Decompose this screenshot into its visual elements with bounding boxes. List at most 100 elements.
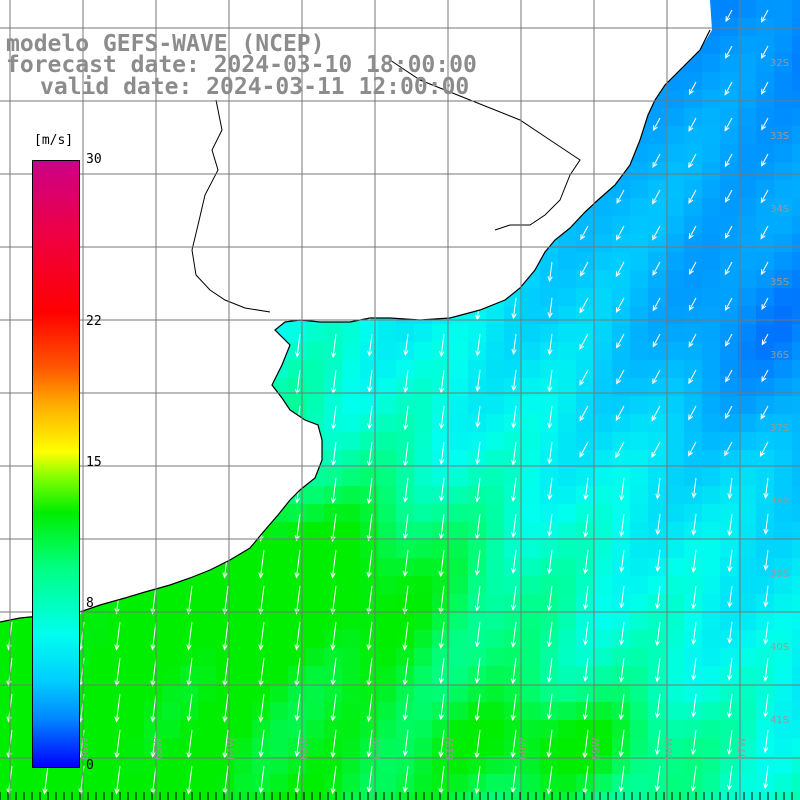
wind-arrow-head: [727, 493, 733, 500]
wind-arrow: [615, 261, 625, 277]
wind-speed-cell: [684, 126, 703, 145]
wind-speed-cell: [630, 666, 649, 685]
wind-speed-cell: [198, 756, 217, 775]
wind-speed-cell: [522, 594, 541, 613]
wind-speed-cell: [738, 414, 757, 433]
wind-arrow-head: [689, 268, 694, 275]
wind-arrow-head: [616, 378, 622, 385]
wind-speed-cell: [738, 396, 757, 415]
wind-arrow: [440, 657, 445, 683]
wind-arrow-head: [511, 531, 517, 538]
wind-speed-cell: [720, 684, 739, 703]
wind-speed-cell: [414, 558, 433, 577]
wind-arrow-head: [114, 752, 120, 759]
wind-speed-cell: [630, 360, 649, 379]
wind-speed-cell: [180, 774, 199, 793]
wind-speed-cell: [774, 612, 793, 631]
wind-speed-cell: [594, 630, 613, 649]
wind-speed-cell: [666, 162, 685, 181]
wind-speed-cell: [612, 684, 631, 703]
wind-speed-cell: [324, 360, 343, 379]
wind-speed-cell: [594, 612, 613, 631]
wind-speed-cell: [0, 756, 19, 775]
wind-speed-cell: [630, 630, 649, 649]
wind-speed-cell: [522, 630, 541, 649]
wind-speed-cell: [396, 666, 415, 685]
wind-arrow: [404, 405, 409, 430]
wind-speed-cell: [126, 702, 145, 721]
wind-arrow-head: [510, 678, 516, 685]
wind-speed-cell: [792, 36, 800, 55]
wind-arrow: [620, 549, 625, 572]
wind-speed-cell: [342, 612, 361, 631]
wind-speed-cell: [702, 792, 721, 800]
wind-speed-cell: [396, 504, 415, 523]
wind-speed-cell: [360, 792, 379, 800]
wind-speed-cell: [774, 0, 793, 19]
wind-speed-cell: [738, 630, 757, 649]
wind-speed-cell: [522, 684, 541, 703]
wind-speed-cell: [594, 360, 613, 379]
wind-speed-cell: [666, 306, 685, 325]
wind-arrow-head: [366, 535, 372, 542]
wind-speed-cell: [738, 360, 757, 379]
wind-arrow: [332, 369, 337, 393]
wind-speed-cell: [720, 612, 739, 631]
wind-speed-cell: [234, 612, 253, 631]
wind-arrow-head: [150, 716, 156, 723]
wind-arrow-head: [330, 715, 336, 722]
wind-arrow-head: [688, 233, 694, 240]
wind-arrow-head: [330, 497, 337, 504]
wind-arrow: [295, 549, 301, 578]
wind-speed-cell: [450, 666, 469, 685]
wind-arrow: [579, 405, 589, 421]
wind-arrow-head: [366, 644, 372, 651]
wind-speed-cell: [468, 774, 487, 793]
wind-speed-cell: [684, 180, 703, 199]
wind-speed-cell: [594, 576, 613, 595]
wind-speed-cell: [648, 468, 667, 487]
wind-speed-cell: [738, 234, 757, 253]
wind-arrow: [688, 405, 697, 420]
wind-speed-cell: [306, 558, 325, 577]
wind-speed-cell: [756, 252, 775, 271]
wind-speed-cell: [576, 594, 595, 613]
wind-speed-cell: [522, 324, 541, 343]
wind-speed-cell: [612, 360, 631, 379]
wind-arrow: [725, 45, 733, 59]
wind-speed-cell: [702, 396, 721, 415]
wind-speed-cell: [270, 738, 289, 757]
wind-arrow-head: [618, 786, 624, 793]
wind-speed-cell: [342, 342, 361, 361]
wind-speed-cell: [702, 180, 721, 199]
wind-arrow-head: [761, 124, 767, 131]
wind-arrow-head: [402, 714, 408, 721]
wind-speed-cell: [432, 648, 451, 667]
wind-speed-cell: [414, 594, 433, 613]
wind-speed-cell: [756, 612, 775, 631]
wind-speed-cell: [792, 558, 800, 577]
wind-speed-cell: [450, 432, 469, 451]
wind-speed-cell: [738, 558, 757, 577]
wind-arrow: [223, 621, 229, 650]
wind-speed-cell: [612, 270, 631, 289]
wind-arrow: [548, 333, 553, 355]
wind-speed-cell: [576, 612, 595, 631]
wind-speed-cell: [648, 396, 667, 415]
wind-speed-cell: [720, 576, 739, 595]
wind-arrow-head: [222, 608, 228, 615]
latitude-label: 37S: [770, 423, 789, 434]
wind-arrow: [764, 477, 769, 498]
wind-speed-cell: [630, 270, 649, 289]
wind-speed-cell: [450, 468, 469, 487]
wind-speed-cell: [684, 648, 703, 667]
wind-speed-cell: [414, 432, 433, 451]
latitude-label: 34S: [770, 204, 789, 215]
wind-speed-cell: [720, 648, 739, 667]
wind-speed-cell: [774, 306, 793, 325]
wind-speed-cell: [486, 630, 505, 649]
wind-speed-cell: [612, 324, 631, 343]
wind-speed-cell: [792, 342, 800, 361]
wind-arrow: [656, 657, 661, 682]
wind-speed-cell: [504, 684, 523, 703]
